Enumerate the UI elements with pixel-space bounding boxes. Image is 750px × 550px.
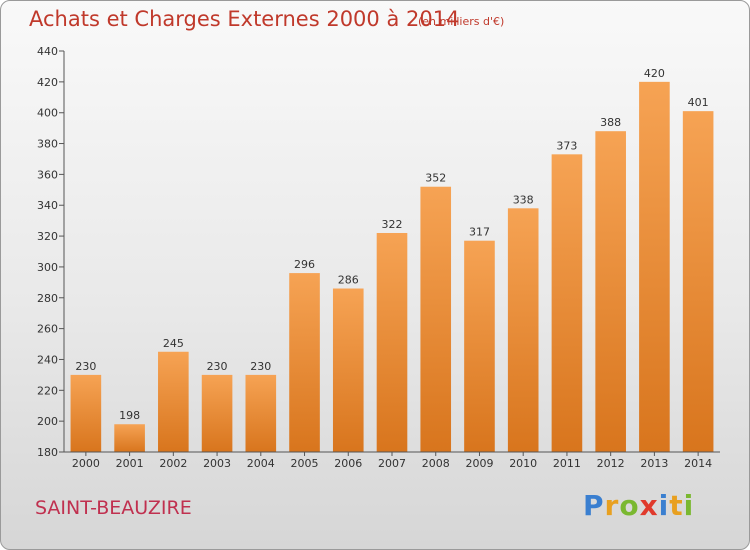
data-label: 373	[556, 139, 577, 152]
logo-letter: o	[619, 489, 640, 522]
data-label: 352	[425, 172, 446, 185]
data-label: 286	[338, 274, 359, 287]
data-label: 198	[119, 409, 140, 422]
data-label: 245	[163, 337, 184, 350]
y-tick-label: 420	[37, 76, 58, 89]
y-tick-label: 260	[37, 323, 58, 336]
logo-letter: t	[669, 489, 684, 522]
bar	[507, 208, 539, 452]
bar	[639, 81, 670, 452]
y-tick-label: 300	[37, 261, 58, 274]
data-label: 317	[469, 226, 490, 239]
y-tick-label: 280	[37, 292, 58, 305]
chart-subtitle: (en milliers d'€)	[418, 15, 505, 28]
data-label: 230	[250, 360, 271, 373]
data-label: 296	[294, 258, 315, 271]
x-tick-label: 2010	[509, 457, 537, 470]
y-tick-label: 220	[37, 384, 58, 397]
proxiti-logo: Proxiti	[583, 489, 694, 522]
bar	[201, 374, 233, 452]
bar	[114, 424, 145, 452]
x-tick-label: 2004	[247, 457, 275, 470]
logo-letter: P	[583, 489, 605, 522]
bar	[289, 273, 320, 452]
x-tick-label: 2005	[291, 457, 319, 470]
y-tick-label: 340	[37, 199, 58, 212]
y-tick-label: 380	[37, 138, 58, 151]
x-tick-label: 2011	[553, 457, 581, 470]
data-label: 338	[513, 193, 534, 206]
y-tick-label: 440	[37, 45, 58, 58]
bar	[420, 186, 452, 452]
y-tick-label: 180	[37, 446, 58, 459]
bar	[551, 154, 583, 453]
bar	[682, 111, 714, 453]
data-label: 420	[644, 67, 665, 80]
bar	[158, 351, 189, 452]
x-tick-label: 2012	[597, 457, 625, 470]
y-axis: 180 200 220 240 260 280 300 320 340 360 380 400 420 4…	[37, 45, 65, 459]
bar	[332, 288, 364, 452]
y-tick-label: 400	[37, 107, 58, 120]
x-tick-label: 2014	[684, 457, 712, 470]
logo-letter: i	[658, 489, 670, 522]
bar	[70, 374, 102, 452]
x-axis: 2000 2001 2002 2003 2004 2005 2006 2007 2008 2009…	[64, 451, 720, 470]
logo-letter: i	[683, 489, 695, 522]
commune-name: SAINT-BEAUZIRE	[35, 497, 192, 519]
x-tick-label: 2006	[334, 457, 362, 470]
data-label: 230	[207, 360, 228, 373]
logo-letter: r	[604, 489, 620, 522]
y-tick-label: 320	[37, 230, 58, 243]
x-tick-label: 2009	[465, 457, 493, 470]
bar	[464, 240, 495, 452]
data-label: 322	[382, 218, 403, 231]
chart-title: Achats et Charges Externes 2000 à 2014	[29, 7, 460, 31]
bar	[245, 374, 277, 452]
x-tick-label: 2001	[116, 457, 144, 470]
y-tick-label: 240	[37, 353, 58, 366]
y-tick-label: 360	[37, 168, 58, 181]
x-tick-label: 2013	[640, 457, 668, 470]
x-tick-label: 2000	[72, 457, 100, 470]
data-label: 388	[600, 116, 621, 129]
x-tick-label: 2008	[422, 457, 450, 470]
logo-letter: x	[639, 489, 659, 522]
bar	[376, 232, 408, 452]
bar	[595, 131, 626, 452]
bars: 230 198 245 230 230 296 286 322 352 317 338 373 388 4…	[70, 67, 714, 453]
data-label: 230	[75, 360, 96, 373]
x-tick-label: 2003	[203, 457, 231, 470]
x-tick-label: 2002	[159, 457, 187, 470]
y-tick-label: 200	[37, 415, 58, 428]
data-label: 401	[688, 96, 709, 109]
x-tick-label: 2007	[378, 457, 406, 470]
